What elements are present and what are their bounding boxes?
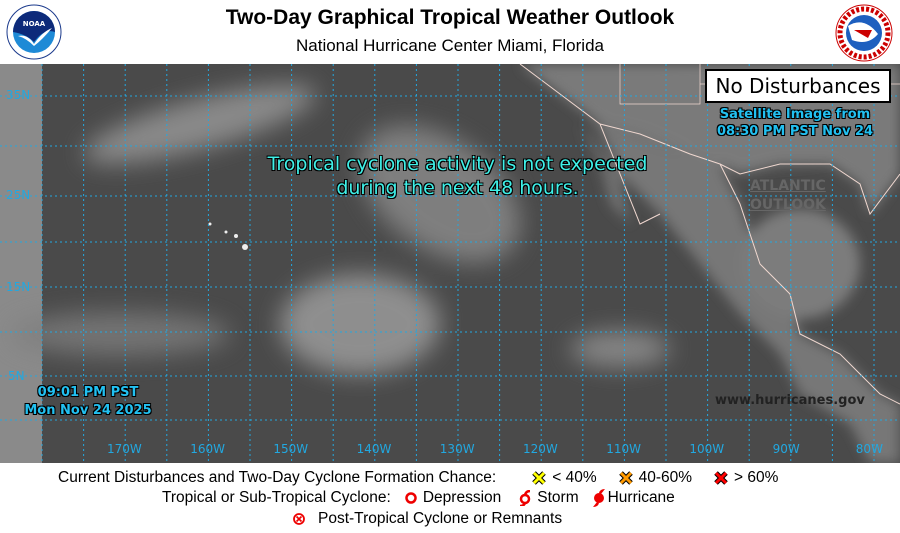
lon-label: 170W [107, 442, 142, 456]
atlantic-link-line1[interactable]: ATLANTIC [750, 178, 826, 194]
lat-label-5n: 5N [8, 369, 25, 383]
atlantic-link-line2[interactable]: OUTLOOK [750, 197, 826, 213]
lon-label: 160W [190, 442, 225, 456]
hurricane-label: Hurricane [607, 489, 675, 506]
lon-label: 130W [439, 442, 475, 456]
outlook-message: Tropical cyclone activity is not expecte… [200, 152, 715, 200]
message-line2: during the next 48 hours. [336, 177, 579, 199]
message-line1: Tropical cyclone activity is not expecte… [267, 153, 648, 175]
lon-label: 140W [356, 442, 392, 456]
noaa-logo: NOAA [6, 4, 62, 60]
no-disturbances-box: No Disturbances [705, 69, 891, 103]
legend-row-cyclones: Tropical or Sub-Tropical Cyclone: Depres… [162, 489, 675, 507]
lon-label: 80W [855, 442, 883, 456]
atlantic-outlook-link[interactable]: ATLANTIC OUTLOOK [750, 177, 826, 215]
post-tropical-icon [293, 513, 305, 525]
depression-icon [405, 492, 417, 504]
svg-text:NOAA: NOAA [23, 20, 46, 28]
website-label: www.hurricanes.gov [715, 393, 865, 408]
cyclone-label: Tropical or Sub-Tropical Cyclone: [162, 489, 391, 506]
legend: Current Disturbances and Two-Day Cyclone… [0, 463, 900, 533]
satellite-line1: Satellite Image from [719, 107, 871, 122]
satellite-time: Satellite Image from 08:30 PM PST Nov 24 [700, 106, 890, 140]
red-x-icon [714, 471, 728, 485]
lon-label: 100W [689, 442, 725, 456]
page-subtitle: National Hurricane Center Miami, Florida [295, 36, 604, 55]
lat-label-25n: 25N [6, 188, 31, 202]
depression-label: Depression [422, 489, 502, 506]
lon-label: 110W [606, 442, 641, 456]
header: NOAA Two-Day Graphical Tropical Weather … [0, 0, 900, 64]
legend-row-post-tropical: Post-Tropical Cyclone or Remnants [292, 510, 562, 528]
issued-time-line: 09:01 PM PST [37, 385, 139, 400]
satellite-map[interactable]: 35N 25N 15N 5N 170W 160W 150W 140W 130W 120W 1… [0, 63, 900, 463]
hurricane-icon [592, 489, 605, 507]
high-chance-label: > 60% [734, 469, 779, 486]
lat-label-15n: 15N [6, 280, 31, 294]
orange-x-icon [618, 471, 633, 485]
medium-chance-label: 40-60% [638, 469, 693, 486]
storm-icon [520, 490, 531, 506]
issued-time: 09:01 PM PST Mon Nov 24 2025 [18, 384, 158, 420]
legend-row-disturbances: Current Disturbances and Two-Day Cyclone… [58, 469, 778, 487]
lon-label: 150W [273, 442, 309, 456]
lon-label: 120W [523, 442, 558, 456]
yellow-x-icon [532, 471, 546, 485]
issued-date-line: Mon Nov 24 2025 [24, 403, 152, 418]
lon-label: 90W [772, 442, 800, 456]
low-chance-label: < 40% [552, 469, 597, 486]
post-tropical-label: Post-Tropical Cyclone or Remnants [318, 510, 563, 527]
lat-label-35n: 35N [6, 88, 31, 102]
satellite-line2: 08:30 PM PST Nov 24 [716, 124, 874, 139]
nws-logo [835, 4, 893, 62]
page-title: Two-Day Graphical Tropical Weather Outlo… [225, 6, 675, 29]
disturbances-label: Current Disturbances and Two-Day Cyclone… [58, 469, 497, 486]
storm-label: Storm [537, 489, 579, 506]
